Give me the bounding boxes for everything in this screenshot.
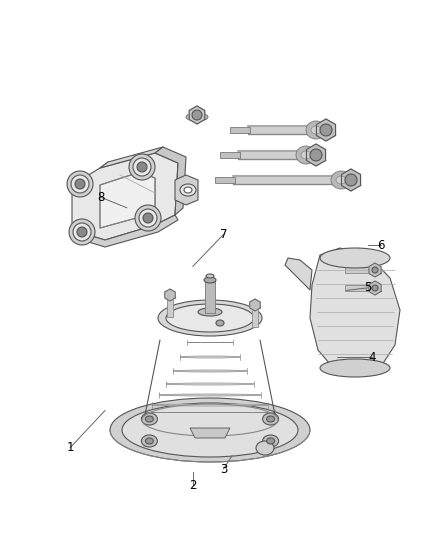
Ellipse shape: [129, 154, 155, 180]
Polygon shape: [230, 127, 250, 133]
Polygon shape: [248, 126, 328, 134]
Ellipse shape: [320, 248, 390, 268]
Ellipse shape: [267, 416, 275, 422]
Ellipse shape: [173, 370, 247, 372]
Ellipse shape: [135, 205, 161, 231]
Ellipse shape: [71, 175, 89, 193]
Polygon shape: [317, 119, 336, 141]
Polygon shape: [100, 172, 155, 228]
Ellipse shape: [331, 171, 351, 189]
Ellipse shape: [159, 394, 261, 396]
Polygon shape: [285, 258, 312, 290]
Ellipse shape: [137, 162, 147, 172]
Text: 2: 2: [189, 479, 197, 491]
Ellipse shape: [301, 151, 311, 159]
Polygon shape: [72, 215, 178, 247]
Text: 5: 5: [364, 281, 371, 294]
Ellipse shape: [152, 404, 268, 406]
Polygon shape: [238, 151, 318, 159]
Ellipse shape: [180, 356, 240, 358]
Polygon shape: [220, 152, 240, 158]
Text: 4: 4: [368, 351, 376, 364]
Polygon shape: [307, 144, 325, 166]
Ellipse shape: [158, 300, 262, 336]
Ellipse shape: [198, 308, 222, 316]
Ellipse shape: [204, 277, 216, 283]
Ellipse shape: [306, 121, 326, 139]
Ellipse shape: [67, 171, 93, 197]
Polygon shape: [189, 106, 205, 124]
Ellipse shape: [69, 219, 95, 245]
Text: 1: 1: [66, 441, 74, 454]
Polygon shape: [369, 281, 381, 295]
Ellipse shape: [336, 176, 346, 184]
Text: 7: 7: [219, 228, 227, 241]
Ellipse shape: [166, 304, 254, 332]
Ellipse shape: [141, 435, 157, 447]
Ellipse shape: [122, 403, 298, 457]
Polygon shape: [190, 428, 230, 438]
Ellipse shape: [372, 285, 378, 291]
Polygon shape: [252, 305, 258, 327]
Polygon shape: [250, 299, 260, 311]
Ellipse shape: [263, 435, 279, 447]
Polygon shape: [215, 177, 235, 183]
Ellipse shape: [166, 383, 254, 385]
Ellipse shape: [372, 267, 378, 273]
Ellipse shape: [263, 413, 279, 425]
Ellipse shape: [192, 110, 202, 120]
Text: 3: 3: [220, 463, 227, 475]
Polygon shape: [345, 285, 370, 291]
Ellipse shape: [345, 174, 357, 186]
Text: 6: 6: [377, 239, 385, 252]
Polygon shape: [205, 280, 215, 313]
Ellipse shape: [180, 184, 196, 196]
Polygon shape: [72, 153, 178, 240]
Ellipse shape: [186, 113, 208, 121]
Ellipse shape: [143, 213, 153, 223]
Ellipse shape: [320, 359, 390, 377]
Polygon shape: [100, 147, 163, 168]
Ellipse shape: [310, 149, 322, 161]
Polygon shape: [175, 175, 198, 205]
Polygon shape: [233, 176, 353, 184]
Ellipse shape: [206, 274, 214, 278]
Polygon shape: [310, 248, 400, 375]
Ellipse shape: [133, 158, 151, 176]
Ellipse shape: [267, 438, 275, 444]
Ellipse shape: [75, 179, 85, 189]
Polygon shape: [165, 289, 175, 301]
Polygon shape: [369, 263, 381, 277]
Polygon shape: [345, 267, 370, 273]
Ellipse shape: [296, 146, 316, 164]
Text: 8: 8: [97, 191, 104, 204]
Ellipse shape: [73, 223, 91, 241]
Ellipse shape: [110, 398, 310, 462]
Polygon shape: [342, 169, 360, 191]
Ellipse shape: [320, 124, 332, 136]
Ellipse shape: [216, 320, 224, 326]
Polygon shape: [167, 295, 173, 317]
Ellipse shape: [139, 209, 157, 227]
Ellipse shape: [256, 441, 274, 455]
Ellipse shape: [77, 227, 87, 237]
Polygon shape: [155, 147, 186, 215]
Ellipse shape: [184, 187, 192, 193]
Ellipse shape: [311, 126, 321, 134]
Ellipse shape: [141, 413, 157, 425]
Ellipse shape: [145, 416, 153, 422]
Ellipse shape: [145, 438, 153, 444]
